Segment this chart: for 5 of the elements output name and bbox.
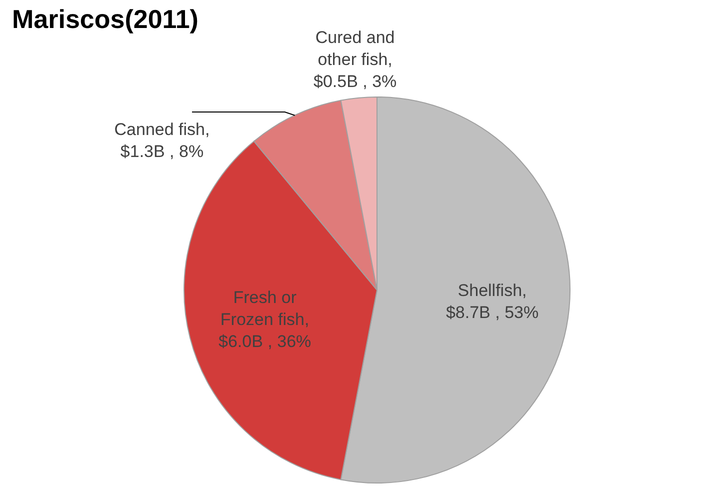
chart-title: Mariscos(2011) xyxy=(12,4,198,35)
slice-label: Shellfish, $8.7B , 53% xyxy=(446,280,539,322)
slice-label: Cured and other fish, $0.5B , 3% xyxy=(313,28,397,90)
slice-label: Fresh or Frozen fish, $6.0B , 36% xyxy=(218,287,312,350)
slice-label: Canned fish, $1.3B , 8% xyxy=(114,120,210,160)
